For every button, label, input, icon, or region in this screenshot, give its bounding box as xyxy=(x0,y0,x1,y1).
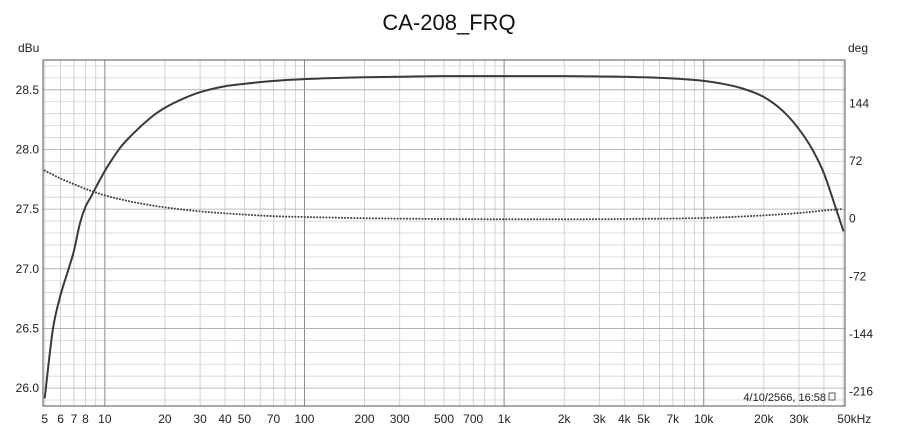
timestamp-annotation: 4/10/2566, 16:58 xyxy=(743,392,836,404)
y-left-tick-label: 27.5 xyxy=(16,202,40,216)
x-tick-label: 4k xyxy=(618,412,632,426)
x-tick-label: 8 xyxy=(82,412,89,426)
right-axis-unit: deg xyxy=(848,41,868,55)
left-tick-labels: 26.0 26.5 27.0 27.5 28.0 28.5 xyxy=(16,83,40,395)
y-left-tick-label: 26.0 xyxy=(16,381,40,395)
y-left-tick-label: 28.0 xyxy=(16,142,40,156)
chart-title: CA-208_FRQ xyxy=(382,10,515,35)
x-tick-label: 200 xyxy=(355,412,375,426)
x-tick-label: 100 xyxy=(294,412,314,426)
x-tick-label: 5k xyxy=(637,412,651,426)
x-tick-label: 2k xyxy=(558,412,572,426)
timestamp-marker xyxy=(828,392,836,401)
y-right-tick-label: -144 xyxy=(849,327,873,341)
y-right-tick-label: -72 xyxy=(849,269,867,283)
x-tick-label: 5 xyxy=(41,412,48,426)
x-tick-label: 20k xyxy=(754,412,774,426)
x-tick-label: 30k xyxy=(789,412,809,426)
minor-gridlines xyxy=(43,60,845,406)
x-tick-label: 50 xyxy=(238,412,252,426)
x-tick-label: 7 xyxy=(71,412,78,426)
x-tick-label: 20 xyxy=(158,412,172,426)
x-tick-label: 700 xyxy=(463,412,483,426)
x-tick-label: 6 xyxy=(57,412,64,426)
y-right-tick-label: 72 xyxy=(849,154,863,168)
timestamp-text: 4/10/2566, 16:58 xyxy=(743,392,826,404)
y-right-tick-label: 144 xyxy=(849,96,869,110)
x-tick-label: 70 xyxy=(267,412,281,426)
x-tick-label: 10 xyxy=(98,412,112,426)
x-tick-label: 10k xyxy=(694,412,714,426)
x-tick-label: 300 xyxy=(390,412,410,426)
x-tick-label: 3k xyxy=(593,412,607,426)
major-gridlines xyxy=(43,60,845,406)
right-tick-labels: -216 -144 -72 0 72 144 xyxy=(849,96,873,398)
x-tick-label: 40 xyxy=(218,412,232,426)
x-tick-label: 1k xyxy=(498,412,512,426)
y-left-tick-label: 27.0 xyxy=(16,262,40,276)
x-tick-label: 50kHz xyxy=(837,412,871,426)
plot-frame xyxy=(42,59,846,407)
y-right-tick-label: -216 xyxy=(849,385,873,399)
y-left-tick-label: 26.5 xyxy=(16,321,40,335)
x-tick-labels: 5 6 7 8 10 20 30 40 50 70 100 200 300 500 700 1k 2k 3k 4k 5… xyxy=(41,412,871,426)
magnitude-series-line xyxy=(43,75,845,399)
x-tick-label: 7k xyxy=(666,412,680,426)
left-axis-unit: dBu xyxy=(18,41,39,55)
series-layer xyxy=(43,75,845,399)
phase-series-line xyxy=(43,169,845,221)
y-left-tick-label: 28.5 xyxy=(16,83,40,97)
x-tick-label: 500 xyxy=(434,412,454,426)
x-tick-label: 30 xyxy=(193,412,207,426)
y-right-tick-label: 0 xyxy=(849,212,856,226)
